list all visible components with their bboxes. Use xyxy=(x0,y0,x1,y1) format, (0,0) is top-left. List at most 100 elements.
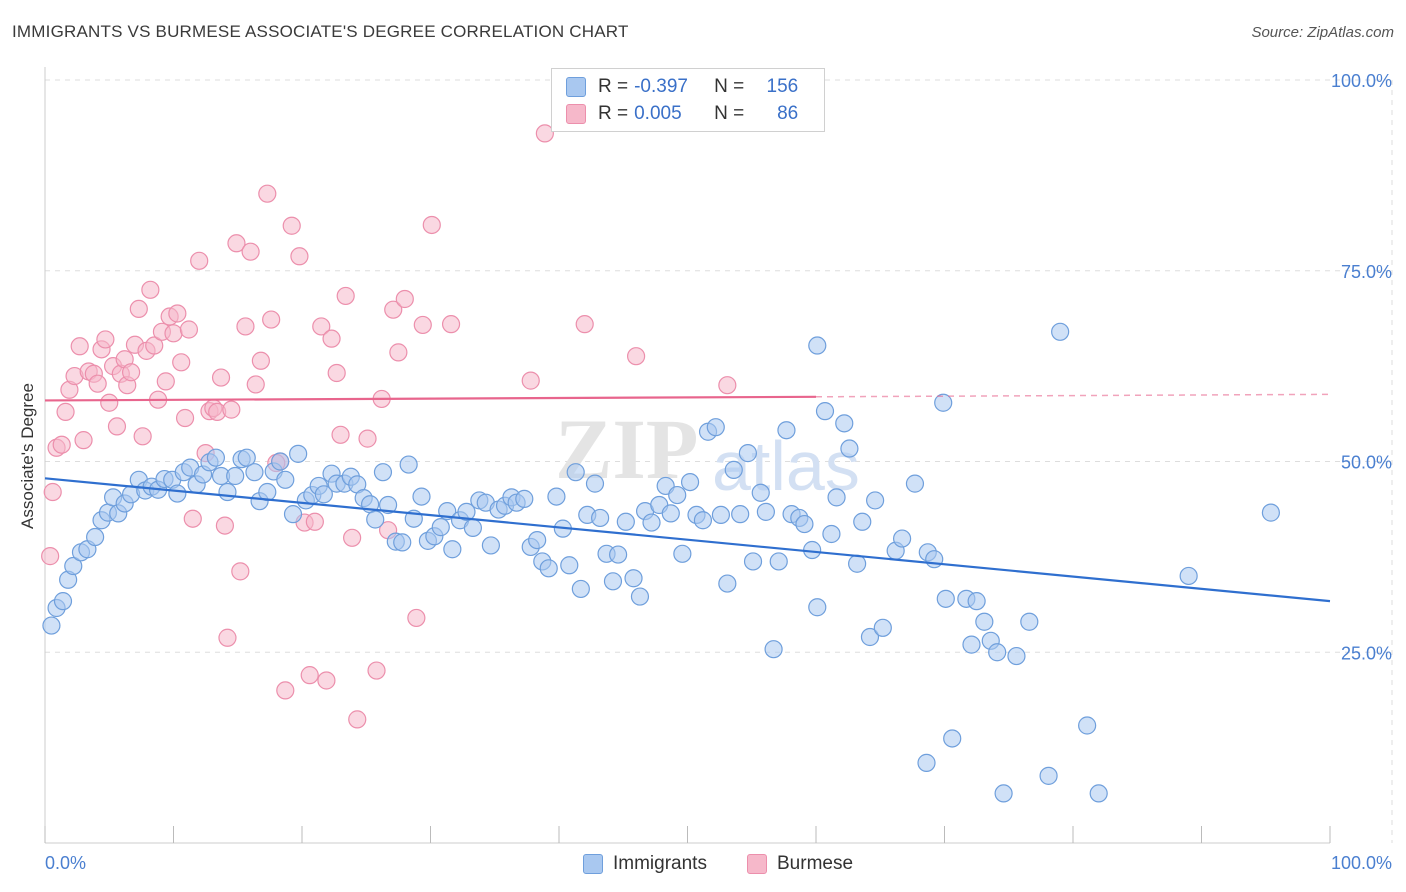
immigrants-point xyxy=(53,592,73,611)
immigrants-point xyxy=(457,502,476,521)
immigrants-point xyxy=(661,504,680,523)
immigrants-point xyxy=(1089,784,1108,803)
immigrants-point xyxy=(917,753,936,772)
burmese-trend-line xyxy=(44,395,817,402)
burmese-point xyxy=(211,368,231,387)
immigrants-point xyxy=(711,505,731,525)
immigrants-point xyxy=(724,460,743,479)
tick-labels: 100.0% 75.0% 50.0% 25.0% 0.0% 100.0% xyxy=(45,71,1392,873)
immigrants-point xyxy=(206,448,226,467)
immigrants-point xyxy=(840,439,859,458)
immigrants-point xyxy=(988,643,1007,662)
burmese-point xyxy=(43,482,62,502)
immigrants-point xyxy=(943,729,962,748)
burmese-point xyxy=(276,681,295,700)
immigrants-point xyxy=(378,495,398,515)
burmese-point xyxy=(246,375,265,394)
immigrants-point xyxy=(443,540,462,559)
immigrants-point xyxy=(975,612,994,631)
immigrants-point xyxy=(616,512,635,531)
burmese-point xyxy=(236,317,255,336)
burmese-point xyxy=(156,372,175,391)
immigrants-point xyxy=(769,552,788,571)
burmese-point xyxy=(231,562,250,581)
immigrants-point xyxy=(276,470,295,489)
immigrants-point xyxy=(866,491,885,510)
stats-legend: R = -0.397 N = 156 R = 0.005 N = 86 xyxy=(551,68,825,132)
immigrants-point xyxy=(835,414,854,433)
burmese-point xyxy=(535,124,554,143)
immigrants-point xyxy=(624,569,643,588)
burmese-point xyxy=(384,300,403,319)
burmese-point xyxy=(241,242,260,261)
burmese-point xyxy=(348,710,367,729)
legend-r-value: 0.005 xyxy=(634,103,682,124)
immigrants-point xyxy=(547,487,566,506)
immigrants-point xyxy=(873,618,892,637)
immigrants-swatch xyxy=(583,854,603,874)
axes xyxy=(44,67,1331,844)
immigrants-swatch xyxy=(566,77,586,97)
immigrants-point xyxy=(289,444,308,463)
immigrants-point xyxy=(585,474,605,493)
immigrants-point xyxy=(1020,612,1039,631)
bottom-legend-burmese: Burmese xyxy=(747,852,853,876)
chart-title: IMMIGRANTS VS BURMESE ASSOCIATE'S DEGREE… xyxy=(12,22,629,41)
immigrants-point xyxy=(218,482,237,502)
burmese-point xyxy=(441,315,461,334)
burmese-point xyxy=(262,310,281,329)
burmese-point xyxy=(305,512,324,531)
immigrants-point xyxy=(1051,322,1070,341)
burmese-point xyxy=(290,247,309,266)
watermark-zip: ZIP xyxy=(555,401,698,497)
immigrants-point xyxy=(463,518,483,537)
burmese-point xyxy=(300,666,319,685)
x-tick-label: 100.0% xyxy=(1331,853,1392,873)
burmese-point xyxy=(141,280,160,299)
immigrants-point xyxy=(795,514,814,534)
burmese-point xyxy=(129,299,148,318)
burmese-point xyxy=(175,408,195,428)
immigrants-point xyxy=(630,587,650,606)
immigrants-point xyxy=(892,529,912,548)
immigrants-point xyxy=(743,552,763,571)
immigrants-point xyxy=(936,589,955,608)
burmese-point xyxy=(100,393,119,412)
immigrants-point xyxy=(566,463,585,482)
burmese-point xyxy=(168,304,187,323)
immigrants-point xyxy=(756,502,775,521)
burmese-point xyxy=(312,317,331,336)
immigrants-point xyxy=(967,592,986,611)
immigrants-point xyxy=(539,559,558,578)
burmese-point xyxy=(52,435,71,454)
burmese-point xyxy=(179,320,199,339)
immigrants-point xyxy=(64,556,83,576)
burmese-label: Burmese xyxy=(777,853,854,874)
burmese-point xyxy=(107,417,127,436)
burmese-point xyxy=(145,336,164,355)
burmese-point xyxy=(336,286,355,306)
immigrants-trend-line xyxy=(44,477,1331,603)
immigrants-point xyxy=(764,640,783,659)
immigrants-point xyxy=(905,474,925,493)
trend-lines xyxy=(44,393,1331,603)
immigrants-point xyxy=(481,536,500,555)
burmese-point xyxy=(395,289,414,309)
burmese-point xyxy=(164,324,183,343)
y-tick-label: 50.0% xyxy=(1341,453,1392,473)
immigrants-point xyxy=(815,402,835,421)
immigrants-point xyxy=(168,484,187,503)
immigrants-point xyxy=(848,554,867,573)
burmese-point xyxy=(121,363,141,382)
immigrants-point xyxy=(853,512,872,531)
burmese-swatch xyxy=(566,104,586,124)
immigrants-point xyxy=(994,784,1013,803)
immigrants-point xyxy=(731,505,750,524)
burmese-point xyxy=(218,628,237,647)
immigrants-point xyxy=(412,487,431,506)
burmese-point xyxy=(718,376,737,395)
burmese-point xyxy=(88,374,107,393)
legend-r-value: -0.397 xyxy=(634,76,688,97)
burmese-point xyxy=(251,351,270,370)
